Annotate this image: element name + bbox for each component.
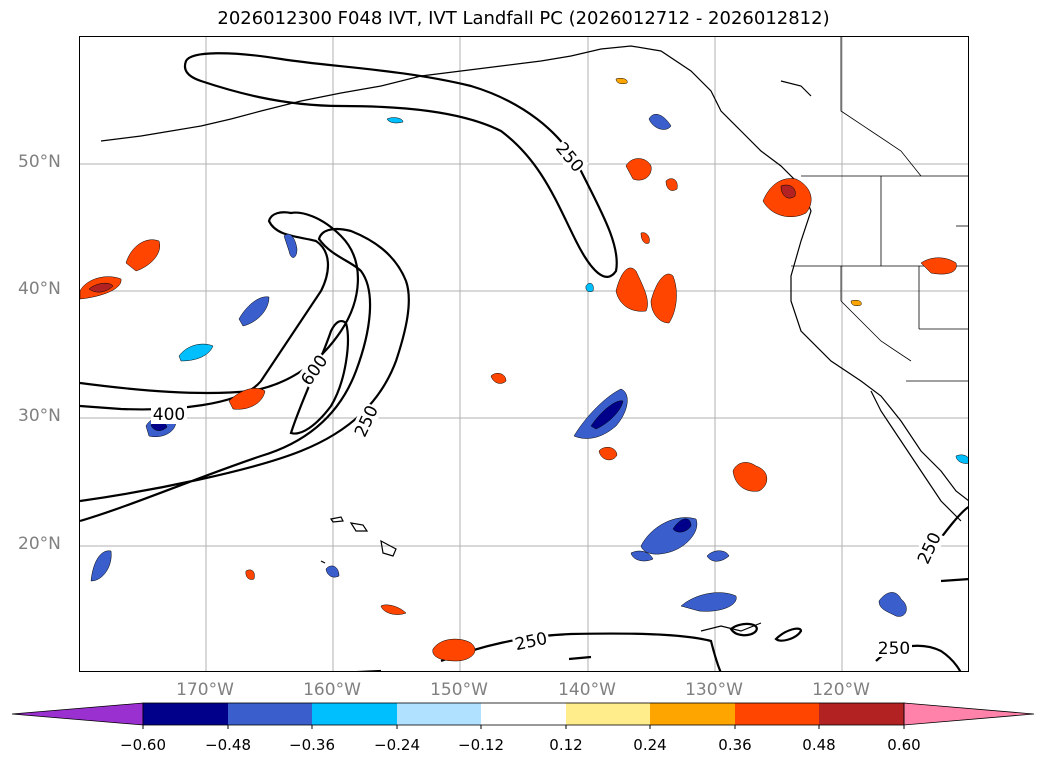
lat-label-40n: 40°N	[18, 279, 61, 299]
map-title: 2026012300 F048 IVT, IVT Landfall PC (20…	[217, 8, 830, 29]
colorbar-bin	[735, 703, 819, 725]
colorbar-bin	[819, 703, 904, 725]
contour-label-250-south: 250	[513, 629, 549, 655]
lat-label-50n: 50°N	[18, 152, 61, 172]
colorbar-tick-label: 0.60	[887, 736, 921, 754]
positive-pc-regions	[80, 77, 957, 662]
colorbar-extend-low	[11, 702, 144, 726]
colorbar	[11, 702, 1035, 729]
colorbar-tick-label: 0.12	[549, 736, 583, 754]
colorbar-tick-label: −0.24	[374, 736, 420, 754]
lat-label-20n: 20°N	[18, 534, 61, 554]
graticule	[80, 37, 968, 671]
colorbar-extend-high	[903, 702, 1035, 726]
colorbar-tick-label: −0.60	[120, 736, 166, 754]
lon-label-160w: 160°W	[303, 680, 361, 700]
colorbar-bin	[397, 703, 481, 725]
colorbar-bin	[566, 703, 650, 725]
colorbar-bin	[481, 703, 566, 725]
colorbar-bin	[312, 703, 397, 725]
contour-labels: 250 600 400 250 250 250 250	[151, 137, 946, 659]
map-canvas: 250 600 400 250 250 250 250	[80, 37, 968, 671]
colorbar-tick-label: −0.12	[458, 736, 504, 754]
colorbar-bin	[143, 703, 228, 725]
lon-label-120w: 120°W	[812, 680, 870, 700]
lon-label-140w: 140°W	[558, 680, 616, 700]
colorbar-tick-label: −0.36	[289, 736, 335, 754]
colorbar-tick-label: −0.48	[205, 736, 251, 754]
colorbar-bin	[228, 703, 312, 725]
lon-label-170w: 170°W	[176, 680, 234, 700]
contour-label-250-southeast: 250	[878, 639, 910, 659]
colorbar-tick-label: 0.36	[718, 736, 752, 754]
contour-label-400: 400	[153, 405, 185, 425]
lon-label-150w: 150°W	[430, 680, 488, 700]
map-panel: 250 600 400 250 250 250 250	[79, 36, 969, 672]
negative-pc-regions	[90, 114, 968, 617]
contour-label-600: 600	[297, 352, 332, 390]
colorbar-tick-label: 0.48	[802, 736, 836, 754]
lon-label-130w: 130°W	[685, 680, 743, 700]
colorbar-bin	[650, 703, 735, 725]
lat-label-30n: 30°N	[18, 406, 61, 426]
ivt-contours	[80, 52, 968, 671]
coastline	[100, 45, 968, 632]
colorbar-tick-label: 0.24	[633, 736, 667, 754]
borders	[791, 37, 968, 382]
